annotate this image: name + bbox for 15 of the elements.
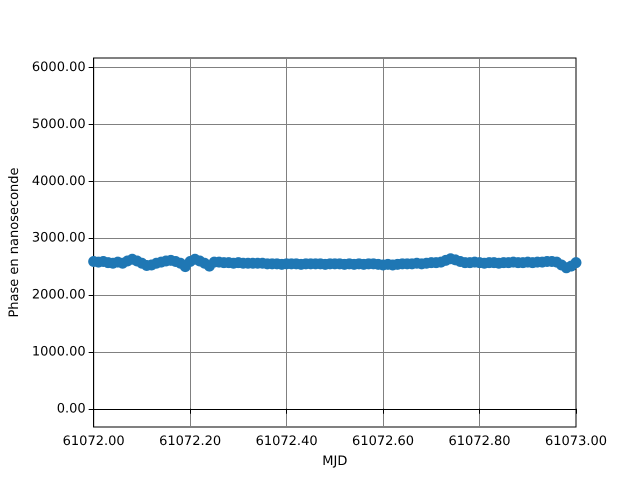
x-tick-label: 61072.80 [448,434,511,449]
x-tick-label: 61072.00 [62,434,125,449]
x-tick-label: 61072.40 [256,434,318,449]
x-axis-title: MJD [322,454,348,469]
x-tick-label: 61073.00 [544,434,608,449]
y-tick-label: 3000.00 [32,230,86,246]
y-tick-label: 0.00 [56,401,86,416]
y-tick-label: 5000.00 [32,117,86,132]
x-tick-label: 61072.20 [159,434,222,449]
y-axis-title: Phase en nanoseconde [7,167,22,318]
y-tick-label: 2000.00 [32,288,86,303]
y-tick-label: 1000.00 [32,344,86,360]
y-tick-label: 4000.00 [32,174,86,189]
x-tick-label: 61072.60 [352,434,414,449]
y-tick-label: 6000.00 [32,60,86,76]
